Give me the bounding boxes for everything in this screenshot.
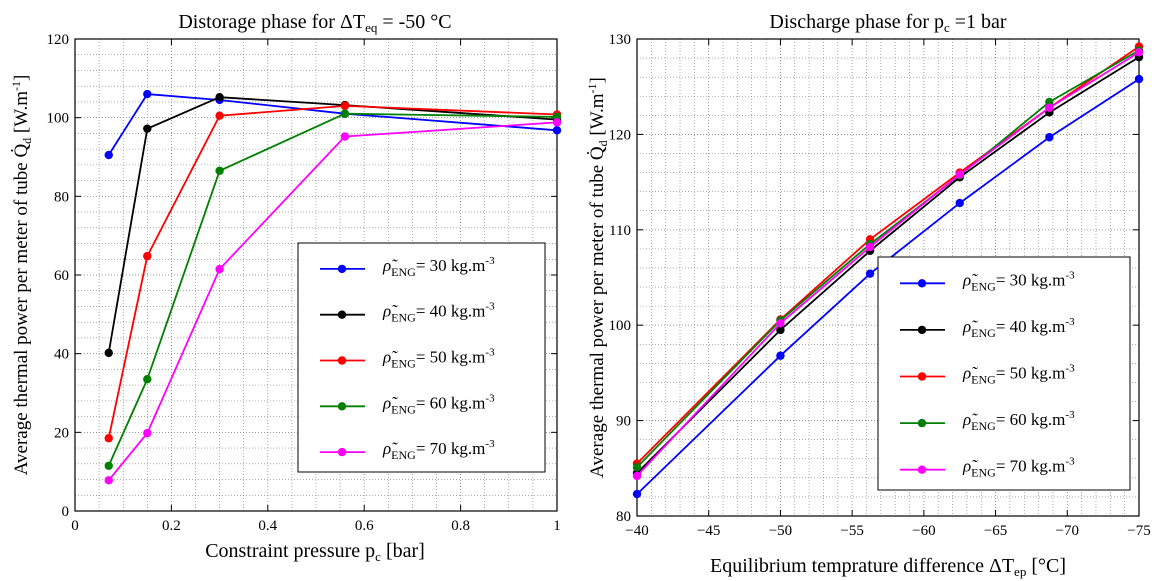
legend-label: ρ̃ENG= 60 kg.m-3 [382,392,495,416]
y-tick-label: 80 [54,189,69,205]
legend-label: ρ̃ENG= 50 kg.m-3 [382,347,495,371]
data-point [215,264,224,274]
legend-marker [917,325,927,335]
series-line [636,78,1140,495]
y-tick-label: 80 [616,509,631,525]
x-tick-label: 0.6 [355,518,374,534]
x-tick-label: 0.4 [258,518,277,534]
legend-marker [337,447,347,457]
data-point [340,109,350,118]
x-axis-label: Equilibrium temprature difference ΔTep [… [710,555,1066,579]
data-point [1134,74,1144,84]
data-point [776,319,785,328]
series-70 [632,48,1144,481]
y-tick-label: 90 [616,414,631,430]
x-tick-label: 0 [71,518,79,534]
x-tick-label: −55 [840,523,863,539]
data-point [104,348,113,358]
y-axis-label: Average thermal power per meter of tube … [585,77,610,478]
axes-frame [636,38,1140,517]
legend-marker [917,279,927,288]
data-point [1045,103,1054,112]
data-point [552,118,562,127]
data-point [552,126,562,135]
x-tick-label: −50 [769,523,792,539]
y-tick-label: 100 [47,111,70,127]
series-30 [632,74,1144,499]
y-tick-label: 20 [54,425,69,441]
y-tick-label: 130 [609,32,632,48]
chart-panel-1: 0 0.2 0.4 0.6 0.8 1 0 20 40 60 80 100 120 Distorage p… [9,11,562,564]
x-tick-label: −70 [1056,523,1079,539]
series-line [636,56,1140,474]
x-tick-label: 0.2 [162,518,181,534]
chart-panel-2: −40 −45 −50 −55 −60 −65 −70 −75 80 90 100 110 120 130… [585,11,1151,579]
chart-title: Distorage phase for ΔTeq = -50 °C [178,11,451,35]
data-point [865,269,875,278]
data-point [632,489,642,499]
data-point [776,325,785,335]
legend-marker [337,356,347,365]
y-tick-label: 60 [54,268,69,284]
data-point [104,461,113,470]
data-point [776,351,785,360]
data-point [955,198,964,208]
data-point [104,150,113,160]
x-tick-label: −40 [625,523,648,539]
data-point [340,132,350,141]
data-point [215,111,224,120]
y-tick-label: 120 [47,32,70,48]
y-tick-label: 110 [609,223,631,239]
y-axis-label: Average thermal power per meter of tube … [9,75,34,476]
legend-item: ρ̃ENG= 30 kg.m-3 [320,255,495,279]
data-point [104,476,113,485]
legend-item: ρ̃ENG= 50 kg.m-3 [320,347,495,371]
legend-marker [337,402,347,411]
data-point [955,170,964,179]
legend-marker [917,418,927,428]
data-point [632,471,642,481]
chart-title: Discharge phase for pc =1 bar [769,11,1007,35]
legend-marker [337,310,347,319]
legend-marker [917,465,927,474]
legend-marker [337,264,347,274]
data-point [143,428,152,438]
data-point [143,89,152,99]
y-tick-label: 100 [609,318,632,334]
data-point [340,101,350,111]
x-tick-label: −60 [912,523,935,539]
x-axis-label: Constraint pressure pc [bar] [205,540,425,564]
legend-label: ρ̃ENG= 50 kg.m-3 [962,363,1075,387]
data-point [215,93,224,102]
data-point [632,463,642,472]
data-point [1045,133,1054,142]
series-70 [104,118,562,485]
legend: ρ̃ENG= 30 kg.m-3ρ̃ENG= 40 kg.m-3ρ̃ENG= 5… [877,256,1131,491]
legend-label: ρ̃ENG= 70 kg.m-3 [962,456,1075,480]
data-point [215,166,224,175]
x-tick-label: −65 [984,523,1007,539]
y-tick-label: 40 [54,347,69,363]
series-line [636,51,1140,477]
series-60 [104,109,562,470]
x-tick-label: 0.8 [451,518,470,534]
legend-item: ρ̃ENG= 60 kg.m-3 [320,392,495,416]
data-point [865,242,875,252]
x-tick-label: −75 [1127,523,1150,539]
x-tick-label: −45 [697,523,720,539]
data-point [143,375,152,384]
legend: ρ̃ENG= 30 kg.m-3ρ̃ENG= 40 kg.m-3ρ̃ENG= 5… [297,242,546,473]
legend-marker [917,372,927,381]
data-point [104,434,113,443]
data-point [1134,48,1144,57]
legend-label: ρ̃ENG= 30 kg.m-3 [382,255,495,279]
y-tick-label: 120 [609,127,632,143]
y-tick-label: 0 [62,504,70,520]
legend-item: ρ̃ENG= 70 kg.m-3 [900,456,1075,480]
x-tick-label: 1 [553,518,561,534]
data-point [143,124,152,133]
data-point [143,251,152,261]
legend-item: ρ̃ENG= 50 kg.m-3 [900,363,1075,387]
